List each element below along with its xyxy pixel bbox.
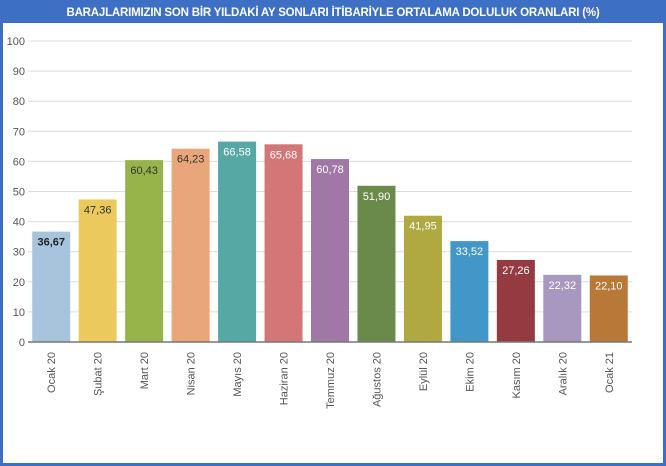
x-tick-label: Mayıs 20 [232,352,244,397]
y-tick-label: 20 [13,277,25,289]
x-tick-label: Mart 20 [139,352,151,389]
y-tick-label: 100 [7,36,25,48]
y-tick-label: 40 [13,217,25,229]
data-label: 33,52 [456,246,484,258]
x-tick-label: Kasım 20 [511,352,523,398]
data-label: 66,58 [223,147,251,159]
bar [450,241,489,342]
x-tick-label: Ocak 20 [46,352,58,393]
y-tick-label: 60 [13,156,25,168]
y-tick-label: 0 [19,337,25,349]
data-label: 65,68 [270,149,298,161]
bar [589,275,628,342]
bar [403,215,442,342]
bar [78,199,117,342]
x-tick-label: Eylül 20 [418,352,430,391]
bar [171,148,210,342]
bar [218,141,257,342]
x-tick-label: Haziran 20 [279,352,291,405]
x-tick-label: Aralık 20 [557,352,569,395]
x-tick-label: Ocak 21 [604,352,616,393]
y-tick-label: 10 [13,307,25,319]
bar [311,159,349,342]
data-label: 41,95 [409,221,437,233]
x-tick-label: Temmuz 20 [325,352,337,409]
x-tick-label: Ekim 20 [464,352,476,392]
data-label: 64,23 [177,154,205,166]
bar [32,231,71,342]
y-tick-label: 80 [13,96,25,108]
data-label: 36,67 [37,237,65,249]
bar [264,144,303,342]
data-label: 60,78 [316,164,344,176]
data-label: 60,43 [130,165,158,177]
data-label: 27,26 [502,265,530,277]
bar [496,259,535,342]
data-label: 51,90 [363,191,391,203]
y-tick-label: 50 [13,187,25,199]
x-tick-label: Şubat 20 [93,352,105,396]
data-label: 22,32 [549,280,577,292]
x-tick-label: Nisan 20 [186,352,198,395]
x-tick-label: Ağustos 20 [371,352,383,407]
data-label: 22,10 [595,280,623,292]
bar [543,274,582,342]
bar [357,185,396,342]
bar [125,160,164,342]
y-tick-label: 70 [13,126,25,138]
chart-title: BARAJLARIMIZIN SON BİR YILDAKİ AY SONLAR… [3,3,663,23]
y-tick-label: 90 [13,66,25,78]
y-tick-label: 30 [13,247,25,259]
data-label: 47,36 [84,204,112,216]
